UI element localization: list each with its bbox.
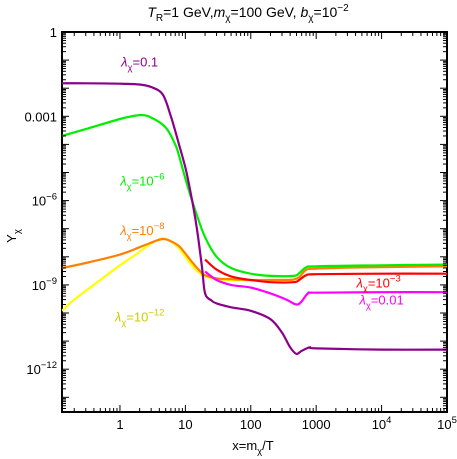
series-annotation-5: λχ=10−3 — [355, 274, 400, 295]
x-axis: 1 10 100 1000 104 105 — [73, 32, 457, 432]
series-line-4 — [204, 258, 447, 284]
x-tick-label: 1 — [116, 417, 123, 432]
series-annotation-3: λχ=10−8 — [119, 221, 164, 242]
y-tick-label: 10−9 — [32, 276, 57, 293]
x-tick-label: 104 — [372, 415, 392, 432]
series-annotation-6: λχ=0.01 — [358, 293, 403, 312]
series-annotation-4: λχ=10−12 — [114, 307, 165, 328]
x-tick-label: 10 — [178, 417, 192, 432]
series-line-6 — [62, 82, 447, 356]
x-tick-label: 100 — [240, 417, 262, 432]
series-annotation-1: λχ=0.1 — [120, 54, 158, 73]
series-layer — [62, 82, 447, 356]
annotation-layer: λχ=0.1 λχ=10−6 λχ=10−8 λχ=10−12 λχ=10−3λχ=0.… — [114, 54, 404, 328]
y-axis-label: Yχ — [4, 229, 23, 243]
y-axis: 1 0.001 10−6 10−9 10−12 — [24, 25, 447, 413]
y-tick-label: 10−6 — [32, 192, 57, 209]
series-line-3 — [62, 113, 447, 278]
chart-title: TR=1 GeV,mχ=100 GeV, bχ=10−2 — [147, 3, 349, 24]
plot-area — [61, 31, 448, 413]
plot-frame — [61, 31, 448, 413]
y-tick-label: 0.001 — [24, 109, 57, 124]
y-tick-label: 1 — [50, 25, 57, 40]
series-annotation-2: λχ=10−6 — [119, 171, 164, 192]
x-axis-label: x=mχ/T — [232, 438, 274, 457]
x-tick-label: 1000 — [302, 417, 331, 432]
series-line-5 — [204, 270, 447, 306]
y-tick-label: 10−12 — [26, 360, 57, 377]
x-tick-label: 105 — [437, 415, 457, 432]
